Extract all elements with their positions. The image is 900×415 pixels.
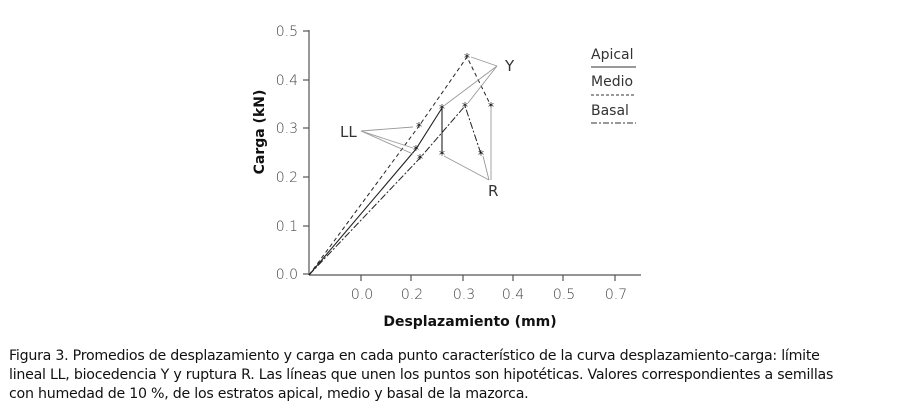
- series-medio: [308, 56, 492, 276]
- star-marker: *: [417, 152, 423, 166]
- y-axis-title: Carga (kN): [252, 90, 268, 175]
- x-tick-label: 0.3: [453, 287, 475, 303]
- y-tick-labels: 0.5 0.4 0.3 0.2 0.1 0.0: [276, 24, 298, 283]
- series-basal: [308, 105, 482, 276]
- star-marker: *: [488, 100, 494, 114]
- star-marker: *: [478, 148, 484, 162]
- annotation-r: R: [488, 182, 498, 200]
- x-axis: [309, 274, 641, 281]
- star-marker: *: [416, 120, 422, 134]
- y-tick-label: 0.3: [276, 121, 298, 137]
- star-marker: *: [462, 100, 468, 114]
- chart: 0.5 0.4 0.3 0.2 0.1 0.0 0.0 0.2 0.3 0.4 …: [252, 24, 641, 330]
- y-tick-label: 0.5: [276, 24, 298, 40]
- y-tick-label: 0.1: [276, 219, 298, 235]
- y-axis: [303, 30, 310, 275]
- x-tick-labels: 0.0 0.2 0.3 0.4 0.5 0.7: [351, 287, 627, 303]
- caption-line: con humedad de 10 %, de los estratos api…: [9, 386, 529, 402]
- y-tick-label: 0.4: [276, 73, 298, 89]
- ll-pointers: [360, 126, 414, 155]
- x-tick-label: 0.0: [351, 287, 373, 303]
- legend: Apical Medio Basal: [591, 47, 636, 124]
- figure-caption: Figura 3. Promedios de desplazamiento y …: [9, 347, 894, 404]
- annotation-ll: LL: [340, 123, 357, 141]
- legend-label-apical: Apical: [591, 47, 634, 63]
- x-tick-label: 0.4: [502, 287, 524, 303]
- x-tick-label: 0.7: [605, 287, 627, 303]
- y-tick-label: 0.2: [276, 170, 298, 186]
- x-tick-label: 0.2: [401, 287, 423, 303]
- caption-line: lineal LL, biocedencia Y y ruptura R. La…: [9, 367, 834, 383]
- annotation-y: Y: [504, 57, 515, 75]
- series-apical: [308, 106, 443, 276]
- legend-label-basal: Basal: [591, 103, 629, 119]
- star-marker: *: [439, 102, 445, 116]
- y-pointers: [444, 56, 498, 106]
- r-pointers: [443, 155, 490, 181]
- x-tick-label: 0.5: [553, 287, 575, 303]
- caption-line: Figura 3. Promedios de desplazamiento y …: [9, 348, 820, 364]
- x-axis-title: Desplazamiento (mm): [383, 314, 556, 330]
- star-marker: *: [413, 143, 419, 157]
- star-marker: *: [464, 51, 470, 65]
- point-markers: * * * * * * * * *: [413, 51, 494, 166]
- star-marker: *: [439, 148, 445, 162]
- y-tick-label: 0.0: [276, 267, 298, 283]
- legend-label-medio: Medio: [591, 74, 633, 90]
